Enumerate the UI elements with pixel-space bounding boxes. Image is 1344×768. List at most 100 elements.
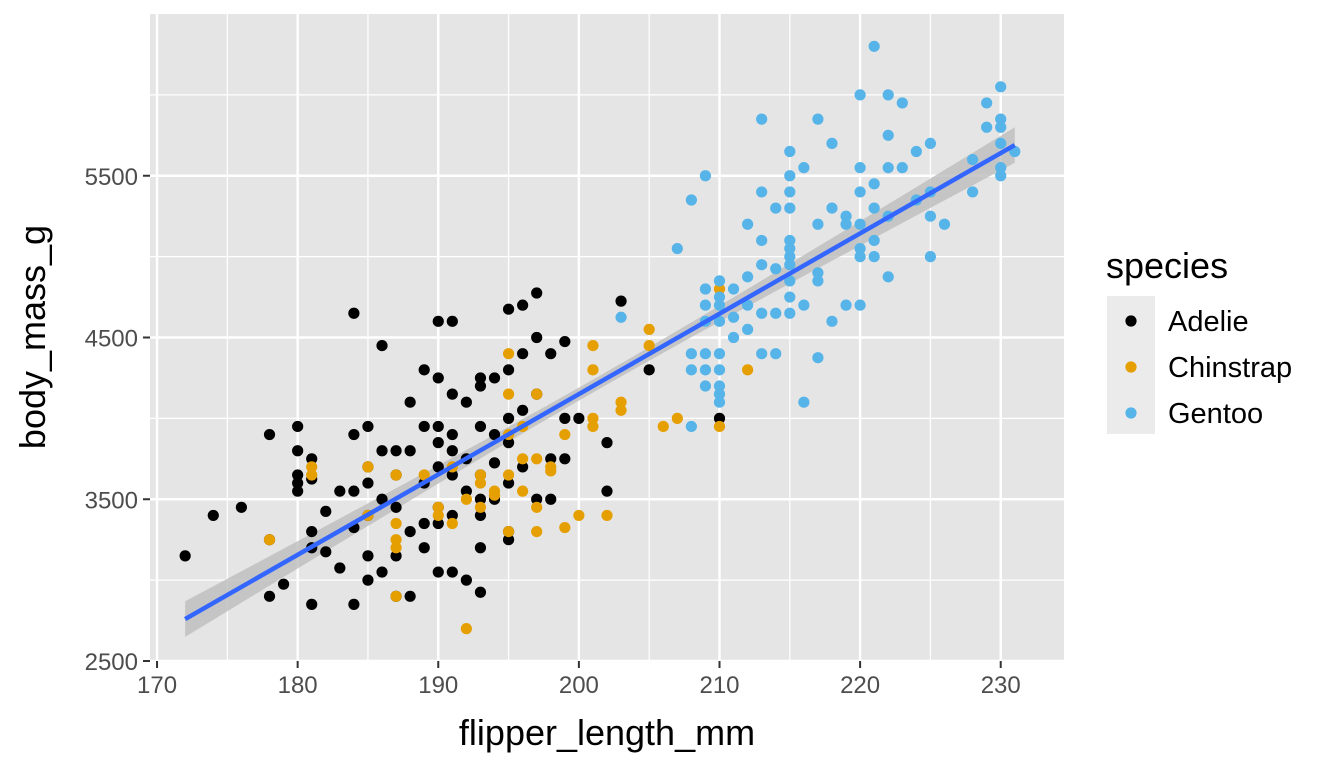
data-point xyxy=(559,521,571,534)
x-tick-label: 180 xyxy=(278,672,318,699)
data-point xyxy=(390,534,402,546)
data-point xyxy=(418,542,430,554)
data-point xyxy=(432,461,444,473)
data-point xyxy=(882,129,894,141)
data-point xyxy=(474,372,487,384)
data-point xyxy=(517,299,529,311)
data-point xyxy=(713,283,726,295)
data-point xyxy=(882,89,894,101)
legend-items: Adelie Chinstrap Gentoo xyxy=(1125,306,1292,430)
data-point xyxy=(460,574,472,586)
data-point xyxy=(770,307,782,319)
data-point xyxy=(474,493,487,505)
data-point xyxy=(488,485,501,497)
data-point xyxy=(784,202,796,214)
data-point xyxy=(545,493,557,505)
data-point xyxy=(840,218,852,230)
data-point xyxy=(812,113,824,125)
data-point xyxy=(376,445,388,457)
data-point xyxy=(587,420,599,433)
x-tick-label: 220 xyxy=(840,672,880,699)
data-point xyxy=(826,202,838,214)
data-point xyxy=(784,307,796,319)
data-point xyxy=(924,137,937,149)
data-point xyxy=(306,526,318,538)
data-point xyxy=(713,388,726,400)
data-point xyxy=(390,501,402,513)
points-layer xyxy=(179,40,1021,635)
legend-key-gentoo xyxy=(1125,407,1137,419)
data-point xyxy=(995,170,1007,182)
data-point xyxy=(685,364,697,376)
data-point xyxy=(404,396,416,408)
data-point xyxy=(713,412,726,424)
data-point xyxy=(446,428,458,441)
data-point xyxy=(882,271,894,283)
data-point xyxy=(643,339,655,352)
x-tick-label: 190 xyxy=(418,672,458,699)
data-point xyxy=(306,453,318,465)
data-point xyxy=(981,121,993,133)
data-point xyxy=(699,299,712,311)
data-point xyxy=(995,137,1007,149)
data-point xyxy=(474,509,487,522)
data-point xyxy=(756,307,768,319)
data-point xyxy=(179,550,191,562)
y-axis-title: body_mass_g xyxy=(12,225,53,449)
data-point xyxy=(812,267,824,279)
data-point xyxy=(559,453,571,465)
data-point xyxy=(545,465,557,477)
data-point xyxy=(545,348,557,360)
data-point xyxy=(488,457,501,469)
data-point xyxy=(995,121,1007,133)
data-point xyxy=(474,420,487,433)
data-point xyxy=(460,623,472,635)
series-gentoo xyxy=(615,40,1021,433)
data-point xyxy=(784,145,796,158)
data-point xyxy=(713,275,726,287)
data-point xyxy=(868,40,880,52)
data-point xyxy=(840,299,852,311)
data-point xyxy=(587,339,599,352)
data-point xyxy=(868,251,880,263)
data-point xyxy=(685,420,697,433)
data-point xyxy=(924,210,937,222)
data-point xyxy=(812,275,824,287)
data-point xyxy=(995,113,1007,125)
data-point xyxy=(573,509,585,522)
data-point xyxy=(601,437,613,449)
data-point xyxy=(671,412,683,424)
data-point xyxy=(362,461,374,473)
data-point xyxy=(826,137,838,149)
y-tick-label: 3500 xyxy=(85,487,138,514)
data-point xyxy=(727,283,740,295)
data-point xyxy=(798,299,810,311)
data-point xyxy=(784,186,796,198)
data-point xyxy=(685,348,697,360)
data-point xyxy=(559,428,571,441)
data-point xyxy=(868,202,880,214)
data-point xyxy=(404,590,416,602)
data-point xyxy=(742,271,754,283)
y-tick-label: 2500 xyxy=(85,649,138,676)
data-point xyxy=(418,469,430,481)
data-point xyxy=(699,348,712,360)
data-point xyxy=(320,546,332,558)
data-point xyxy=(587,412,599,424)
data-point xyxy=(502,388,515,400)
data-point xyxy=(432,509,444,522)
data-point xyxy=(559,412,571,424)
data-point xyxy=(418,517,430,530)
data-point xyxy=(432,315,444,327)
data-point xyxy=(756,259,768,271)
fit-line-layer xyxy=(184,143,1016,622)
data-point xyxy=(798,162,810,174)
data-point xyxy=(502,437,515,449)
legend: species Adelie Chinstrap Gentoo xyxy=(1106,245,1292,434)
fit-line xyxy=(184,143,1016,622)
data-point xyxy=(292,469,304,481)
data-point xyxy=(671,242,683,255)
data-point xyxy=(784,242,796,255)
data-point xyxy=(784,251,796,263)
data-point xyxy=(502,469,515,481)
